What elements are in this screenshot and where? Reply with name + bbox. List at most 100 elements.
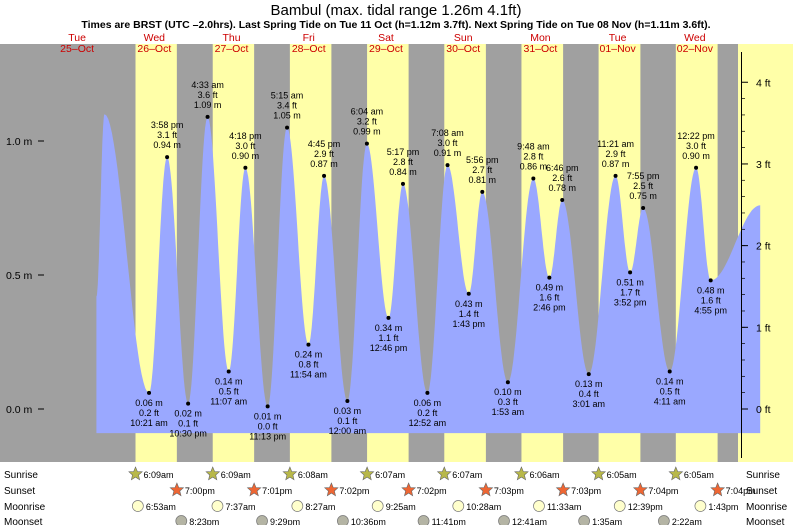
day-name-label: Tue <box>609 32 627 44</box>
moonset-icon <box>256 515 268 525</box>
tide-time-label: 11:13 pm <box>249 431 286 441</box>
moonrise-time: 6:53am <box>146 502 176 512</box>
sunset-row-label: Sunset <box>4 486 35 497</box>
day-headers: Tue25–OctWed26–OctThu27–OctFri28–OctSat2… <box>60 32 714 55</box>
tide-m-label: 0.14 m <box>215 376 243 386</box>
tide-ft-label: 3.0 ft <box>235 141 256 151</box>
sunset-icon <box>710 482 726 497</box>
tide-ft-label: 1.7 ft <box>620 287 641 297</box>
sunrise-time: 6:05am <box>684 470 714 480</box>
sunrise-time: 6:05am <box>607 470 637 480</box>
tide-m-label: 0.01 m <box>254 411 282 421</box>
tide-m-label: 0.87 m <box>310 159 338 169</box>
tide-time-label: 5:17 pm <box>387 147 420 157</box>
tide-ft-label: 0.1 ft <box>178 419 199 429</box>
day-date-label: 28–Oct <box>292 43 326 55</box>
tide-ft-label: 0.0 ft <box>258 421 279 431</box>
tide-m-label: 0.51 m <box>616 277 644 287</box>
tide-m-label: 0.81 m <box>469 175 497 185</box>
high-tide-point <box>364 141 369 146</box>
moonset-row-label: Moonset <box>4 517 43 525</box>
left-axis-meters: 1.0 m 0.5 m 0.0 m <box>6 136 44 416</box>
tide-m-label: 0.43 m <box>455 299 483 309</box>
moonrise-time: 11:33am <box>547 502 581 512</box>
day-date-label: 02–Nov <box>677 43 714 55</box>
tide-ft-label: 2.6 ft <box>552 173 573 183</box>
day-name-label: Wed <box>684 32 706 44</box>
moonrise-icon <box>694 500 707 512</box>
day-name-label: Thu <box>223 32 241 44</box>
tide-ft-label: 2.5 ft <box>633 181 654 191</box>
low-tide-point <box>186 401 191 406</box>
tide-time-label: 7:55 pm <box>627 171 660 181</box>
sunset-icon <box>401 482 417 497</box>
day-date-label: 01–Nov <box>600 43 637 55</box>
high-tide-point <box>205 114 210 119</box>
moonrise-icon <box>211 500 224 512</box>
tide-ft-label: 3.2 ft <box>357 117 378 127</box>
moonrise-time: 10:28am <box>466 502 501 512</box>
tide-ft-label: 0.8 ft <box>298 360 319 370</box>
tide-m-label: 0.90 m <box>682 151 710 161</box>
tide-ft-label: 1.6 ft <box>701 295 722 305</box>
tide-time-label: 11:21 am <box>597 139 634 149</box>
tide-m-label: 0.75 m <box>629 191 657 201</box>
y-tick-label-m: 0.5 m <box>6 270 33 282</box>
day-name-label: Sat <box>378 32 394 44</box>
tide-ft-label: 1.4 ft <box>459 309 480 319</box>
tide-time-label: 1:43 pm <box>452 319 485 329</box>
sunrise-time: 6:06am <box>529 470 559 480</box>
sunset-row-label-right: Sunset <box>746 486 777 497</box>
y-tick-label-m: 0.0 m <box>6 404 33 416</box>
tide-ft-label: 3.4 ft <box>277 101 298 111</box>
tide-ft-label: 2.8 ft <box>393 157 414 167</box>
tide-ft-label: 3.1 ft <box>157 130 178 140</box>
moonset-time: 1:35am <box>592 517 622 525</box>
tide-time-label: 3:52 pm <box>614 297 647 307</box>
tide-time-label: 5:56 pm <box>466 155 499 165</box>
tide-ft-label: 3.6 ft <box>198 90 219 100</box>
sunset-time: 7:04pm <box>648 486 678 496</box>
tide-time-label: 4:11 am <box>654 396 686 406</box>
low-tide-point <box>667 369 672 374</box>
chart-title: Bambul (max. tidal range 1.26m 4.1ft) <box>271 2 522 19</box>
moonrise-time: 1:43pm <box>708 502 738 512</box>
tide-time-label: 10:30 pm <box>169 429 207 439</box>
moonset-icon <box>337 515 349 525</box>
tide-time-label: 12:00 am <box>329 426 367 436</box>
moonrise-row-label-right: Moonrise <box>746 502 788 513</box>
moonset-time: 9:29pm <box>270 517 300 525</box>
moonrise-time: 12:39pm <box>628 502 663 512</box>
sunset-icon <box>169 482 185 497</box>
tide-time-label: 6:04 am <box>351 107 384 117</box>
sunrise-icon <box>668 466 684 481</box>
low-tide-point <box>547 275 552 280</box>
tide-m-label: 0.06 m <box>414 398 442 408</box>
tide-m-label: 0.78 m <box>548 183 576 193</box>
moonset-time: 11:41pm <box>432 517 466 525</box>
tide-time-label: 4:45 pm <box>308 139 341 149</box>
sunset-time: 7:00pm <box>185 486 215 496</box>
moonset-time: 10:36pm <box>351 517 386 525</box>
chart-subtitle: Times are BRST (UTC –2.0hrs). Last Sprin… <box>81 19 710 31</box>
sunrise-icon <box>128 466 143 481</box>
high-tide-point <box>285 125 290 130</box>
moonset-icon <box>417 515 430 525</box>
day-date-label: 26–Oct <box>137 43 171 55</box>
moonset-icon <box>658 515 670 525</box>
day-name-label: Wed <box>144 32 166 44</box>
sunrise-icon <box>282 466 298 481</box>
y-tick-label-ft: 4 ft <box>756 77 771 89</box>
day-name-label: Sun <box>454 32 473 44</box>
moonset-time: 2:22am <box>672 517 702 525</box>
tide-ft-label: 0.1 ft <box>337 416 358 426</box>
tide-ft-label: 1.6 ft <box>539 293 560 303</box>
day-date-label: 29–Oct <box>369 43 403 55</box>
day-date-label: 31–Oct <box>524 43 558 55</box>
moonrise-icon <box>132 500 144 512</box>
tide-m-label: 0.86 m <box>520 162 548 172</box>
tide-time-label: 6:46 pm <box>546 163 579 173</box>
low-tide-point <box>628 270 633 275</box>
